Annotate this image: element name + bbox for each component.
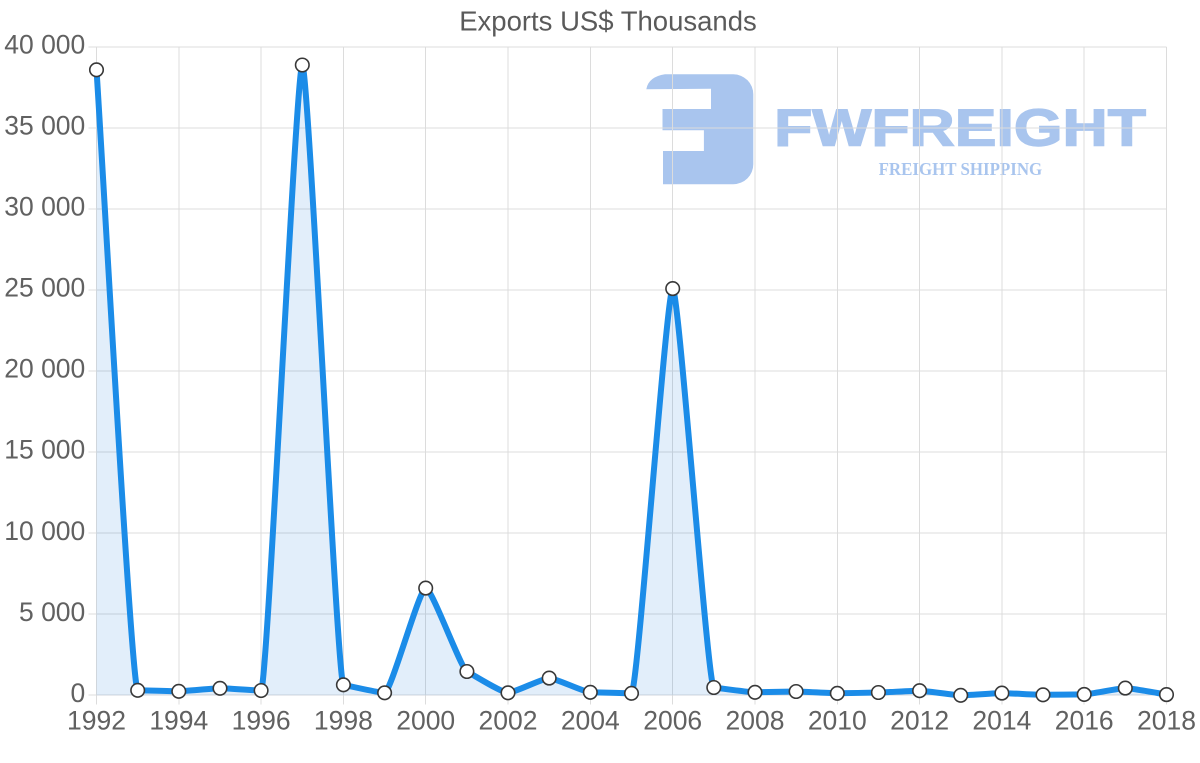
svg-text:10 000: 10 000 xyxy=(4,516,85,546)
svg-text:35 000: 35 000 xyxy=(4,111,85,141)
svg-text:30 000: 30 000 xyxy=(4,192,85,222)
svg-text:25 000: 25 000 xyxy=(4,273,85,303)
svg-text:2012: 2012 xyxy=(890,706,949,736)
svg-text:FREIGHT SHIPPING: FREIGHT SHIPPING xyxy=(879,159,1043,180)
svg-text:2018: 2018 xyxy=(1137,706,1196,736)
svg-text:1998: 1998 xyxy=(314,706,373,736)
svg-text:2016: 2016 xyxy=(1055,706,1114,736)
svg-text:Exports US$ Thousands: Exports US$ Thousands xyxy=(459,6,757,37)
svg-text:20 000: 20 000 xyxy=(4,354,85,384)
svg-text:1992: 1992 xyxy=(67,706,126,736)
svg-text:40 000: 40 000 xyxy=(4,30,85,60)
svg-text:1996: 1996 xyxy=(232,706,291,736)
svg-text:2010: 2010 xyxy=(808,706,867,736)
svg-text:2006: 2006 xyxy=(643,706,702,736)
svg-text:2000: 2000 xyxy=(396,706,455,736)
svg-text:15 000: 15 000 xyxy=(4,435,85,465)
svg-text:2002: 2002 xyxy=(479,706,538,736)
svg-text:2004: 2004 xyxy=(561,706,620,736)
svg-text:2008: 2008 xyxy=(726,706,785,736)
svg-text:1994: 1994 xyxy=(149,706,208,736)
svg-text:0: 0 xyxy=(71,678,86,708)
svg-text:2014: 2014 xyxy=(972,706,1031,736)
svg-text:5 000: 5 000 xyxy=(19,597,85,627)
